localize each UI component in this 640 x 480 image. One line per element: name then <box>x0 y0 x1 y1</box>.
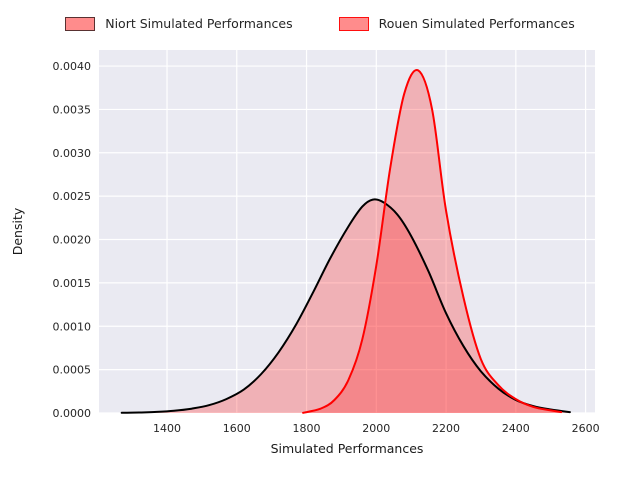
y-tick-label: 0.0025 <box>53 190 92 203</box>
x-tick-label: 1400 <box>153 422 181 435</box>
y-tick-label: 0.0010 <box>53 320 92 333</box>
x-tick-label: 2400 <box>502 422 530 435</box>
x-tick-label: 2000 <box>362 422 390 435</box>
rouen-legend-label: Rouen Simulated Performances <box>378 15 575 31</box>
x-tick-label: 1800 <box>293 422 321 435</box>
plot-area-background <box>99 50 595 413</box>
niort-legend-label: Niort Simulated Performances <box>105 15 293 31</box>
x-tick-label: 2600 <box>572 422 600 435</box>
x-tick-label: 1600 <box>223 422 251 435</box>
y-axis-label: Density <box>10 207 25 255</box>
x-tick-label: 2200 <box>432 422 460 435</box>
legend-entry-niort: Niort Simulated Performances <box>65 15 293 31</box>
y-tick-label: 0.0015 <box>53 277 92 290</box>
y-tick-label: 0.0020 <box>53 234 92 247</box>
niort-legend-patch-icon <box>65 17 96 31</box>
rouen-legend-patch-icon <box>338 17 369 31</box>
y-tick-label: 0.0005 <box>53 364 92 377</box>
rouen-density-fill <box>303 69 562 413</box>
legend-entry-rouen: Rouen Simulated Performances <box>338 15 575 31</box>
niort-density-fill <box>121 199 570 413</box>
rouen-density-line <box>302 69 563 414</box>
niort-density-line <box>120 198 571 414</box>
y-tick-label: 0.0000 <box>53 407 92 420</box>
y-tick-label: 0.0030 <box>53 147 92 160</box>
x-axis-label: Simulated Performances <box>271 441 424 456</box>
legend: Niort Simulated Performances Rouen Simul… <box>0 17 640 31</box>
y-tick-label: 0.0040 <box>53 60 92 73</box>
y-tick-label: 0.0035 <box>53 103 92 116</box>
